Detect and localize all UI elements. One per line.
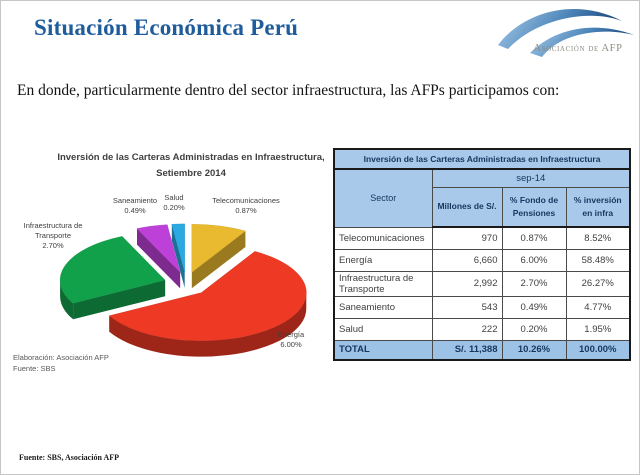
pie-slice-label: Telecomunicaciones 0.87% (212, 196, 280, 215)
table-cell: Saneamiento (333, 295, 433, 319)
table-cell: Salud (333, 317, 433, 341)
table-cell: Infraestructura de Transporte (333, 270, 433, 297)
table-row: Salud 222 0.20% 1.95% (333, 317, 631, 341)
table-total-row: TOTAL S/. 11,388 10.26% 100.00% (333, 339, 631, 361)
table-cell: 4.77% (565, 295, 631, 319)
table-cell: 543 (431, 295, 503, 319)
column-header-infra: % inversión en infra (565, 186, 631, 228)
chart-title-line2: Setiembre 2014 (156, 167, 226, 179)
total-label: TOTAL (333, 339, 433, 361)
table-period-header: sep-14 (431, 168, 631, 188)
total-millones: S/. 11,388 (431, 339, 503, 361)
pie-chart-svg (59, 223, 307, 357)
chart-note-elaboracion: Elaboración: Asociación AFP (13, 353, 109, 362)
total-infra: 100.00% (565, 339, 631, 361)
column-header-millones: Millones de S/. (431, 186, 503, 228)
chart-source-notes: Elaboración: Asociación AFP Fuente: SBS (13, 353, 109, 375)
slide-footer-source: Fuente: SBS, Asociación AFP (19, 453, 120, 462)
table-row: Telecomunicaciones 970 0.87% 8.52% (333, 226, 631, 250)
table-cell: 6.00% (501, 248, 567, 272)
table-cell: 222 (431, 317, 503, 341)
pie-slice-label: Energía 6.00% (277, 330, 305, 349)
table-row: Infraestructura de Transporte 2,992 2.70% 2… (333, 270, 631, 297)
table-cell: 0.87% (501, 226, 567, 250)
table-title: Inversión de las Carteras Administradas … (333, 148, 631, 170)
column-header-fondo: % Fondo de Pensiones (501, 186, 567, 228)
table-cell: 2.70% (501, 270, 567, 297)
pie-slice-label: Saneamiento 0.49% (112, 196, 158, 215)
logo-swoosh-icon (498, 8, 634, 57)
table-row: Saneamiento 543 0.49% 4.77% (333, 295, 631, 319)
chart-title: Inversión de las Carteras Administradas … (26, 150, 356, 181)
table-cell: 6,660 (431, 248, 503, 272)
table-cell: 26.27% (565, 270, 631, 297)
table-cell: 2,992 (431, 270, 503, 297)
table-cell: 0.20% (501, 317, 567, 341)
pie-slice-label: Infraestructura de Transporte 2.70% (23, 221, 83, 250)
total-fondo: 10.26% (501, 339, 567, 361)
page-title: Situación Económica Perú (34, 15, 299, 40)
investment-table-container: Inversión de las Carteras Administradas … (333, 148, 632, 361)
table-cell: 8.52% (565, 226, 631, 250)
chart-note-fuente: Fuente: SBS (13, 363, 56, 373)
investment-table: Inversión de las Carteras Administradas … (333, 148, 632, 361)
table-cell: 0.49% (501, 295, 567, 319)
table-cell: 58.48% (565, 248, 631, 272)
table-cell: Telecomunicaciones (333, 226, 433, 250)
body-paragraph: En donde, particularmente dentro del sec… (17, 82, 560, 99)
pie-chart (1, 196, 341, 381)
chart-title-line1: Inversión de las Carteras Administradas … (57, 152, 325, 163)
table-cell: 1.95% (565, 317, 631, 341)
pie-slice-label: Salud 0.20% (163, 193, 185, 212)
table-cell: Energía (333, 248, 433, 272)
table-cell: 970 (431, 226, 503, 250)
table-row: Energía 6,660 6.00% 58.48% (333, 248, 631, 272)
afp-association-logo: Asociación de AFP (494, 3, 636, 61)
logo-text: Asociación de AFP (533, 43, 623, 54)
column-header-sector: Sector (333, 168, 433, 228)
